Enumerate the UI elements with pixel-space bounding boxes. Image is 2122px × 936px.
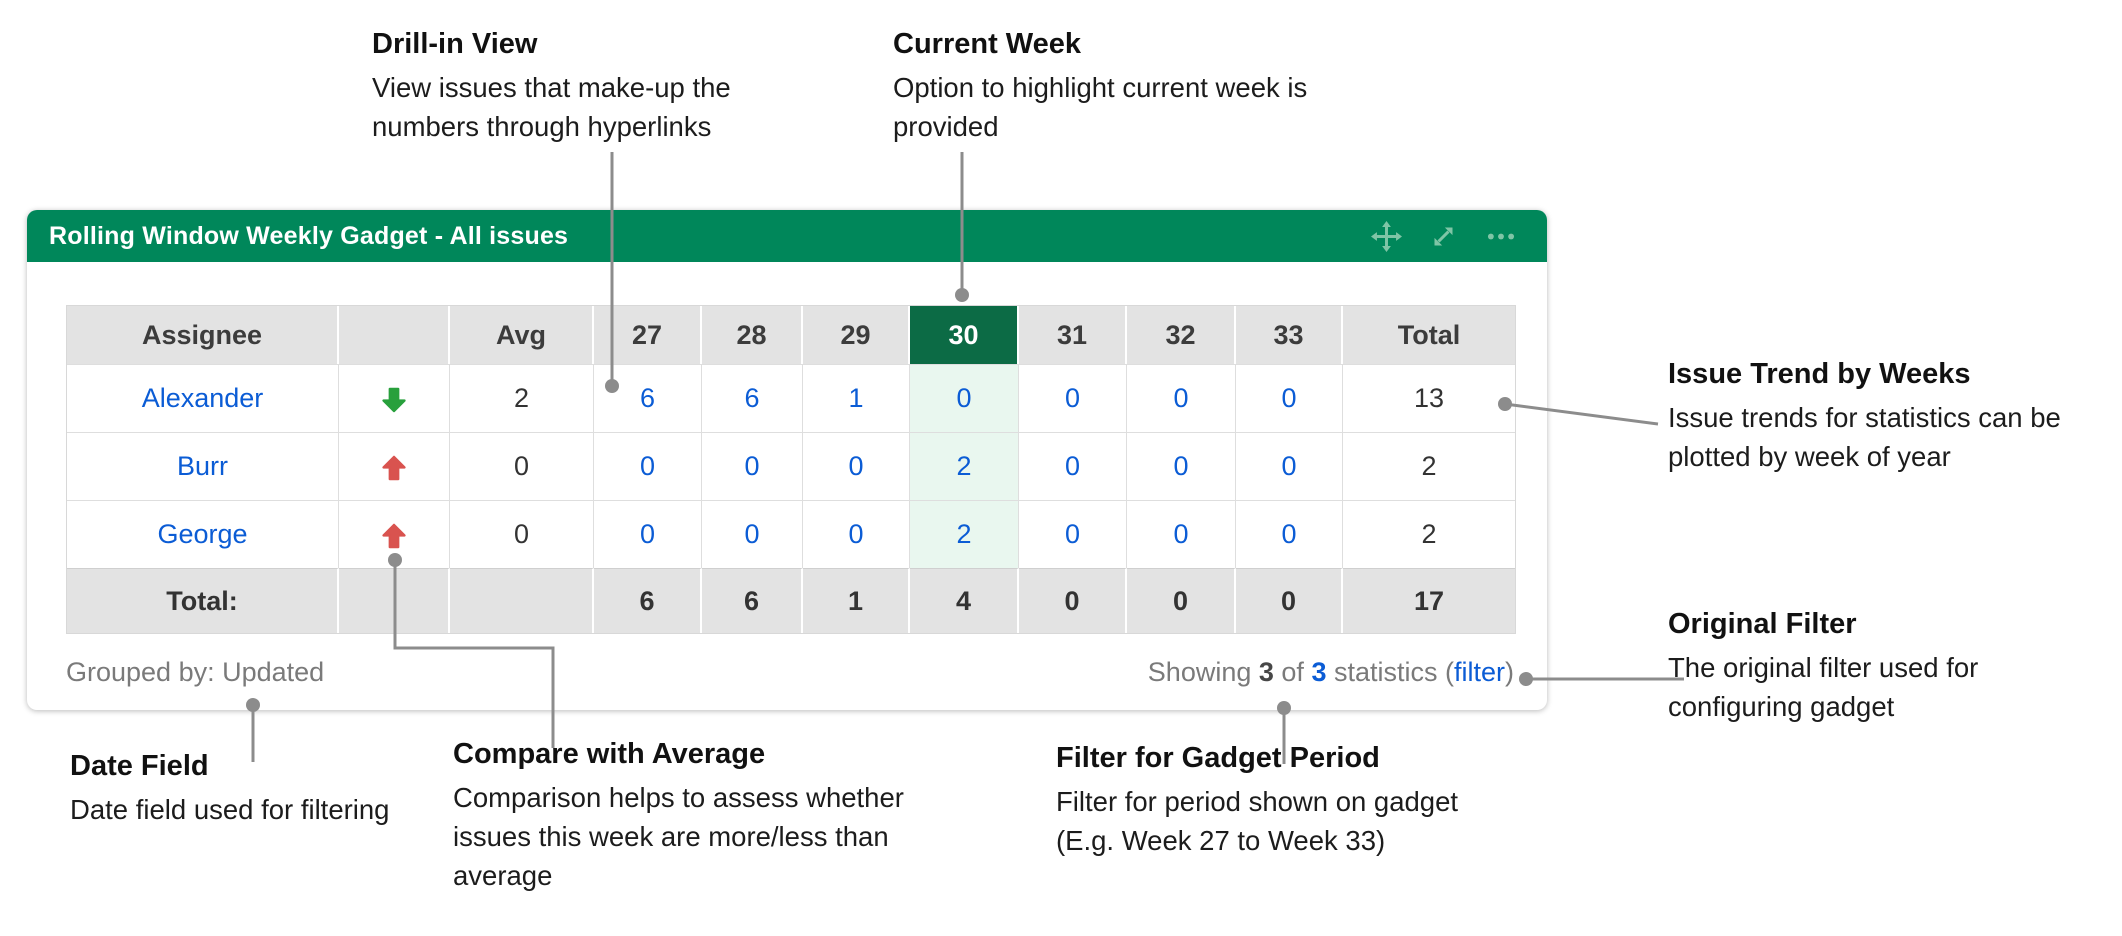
grand-total-value: 17 bbox=[1343, 568, 1515, 633]
total-week-value: 6 bbox=[702, 568, 803, 633]
table-row: Alexander 2 6 6 1 0 0 0 0 13 bbox=[67, 364, 1515, 432]
trend-up-icon bbox=[382, 455, 406, 481]
assignee-link[interactable]: Burr bbox=[176, 451, 228, 481]
col-header-current-week: 30 bbox=[910, 306, 1019, 364]
gadget-title: Rolling Window Weekly Gadget - All issue… bbox=[49, 221, 569, 250]
col-header-week-27: 27 bbox=[594, 306, 702, 364]
col-header-assignee: Assignee bbox=[67, 306, 339, 364]
annotation-original-filter: Original Filter The original filter used… bbox=[1668, 608, 2078, 726]
issue-count-link[interactable]: 2 bbox=[956, 519, 972, 549]
filter-link[interactable]: filter bbox=[1453, 657, 1505, 687]
annotation-current-week: Current Week Option to highlight current… bbox=[893, 28, 1328, 146]
annotation-body: Option to highlight current week is prov… bbox=[893, 72, 1308, 143]
trend-down-icon bbox=[382, 387, 406, 413]
annotation-title: Drill-in View bbox=[372, 28, 538, 60]
total-week-value: 0 bbox=[1127, 568, 1236, 633]
annotation-body: View issues that make-up the numbers thr… bbox=[372, 72, 731, 143]
trend-up-icon bbox=[382, 523, 406, 549]
issue-count-link[interactable]: 0 bbox=[1173, 519, 1189, 549]
issue-count-link[interactable]: 1 bbox=[848, 383, 864, 413]
col-header-week-32: 32 bbox=[1127, 306, 1236, 364]
row-total-value: 13 bbox=[1343, 364, 1515, 432]
annotation-filter-for-gadget-period: Filter for Gadget Period Filter for peri… bbox=[1056, 742, 1516, 860]
annotation-drill-in-view: Drill-in View View issues that make-up t… bbox=[372, 28, 792, 146]
table-total-row: Total: 6 6 1 4 0 0 0 17 bbox=[67, 568, 1515, 633]
issue-count-link[interactable]: 0 bbox=[639, 519, 656, 549]
issue-count-link[interactable]: 0 bbox=[1281, 383, 1297, 413]
issue-count-link[interactable]: 6 bbox=[744, 383, 760, 413]
col-header-total: Total bbox=[1343, 306, 1515, 364]
annotation-title: Current Week bbox=[893, 28, 1082, 60]
showing-suffix: statistics ( bbox=[1326, 657, 1454, 687]
issue-count-link[interactable]: 6 bbox=[639, 383, 656, 413]
total-week-value: 1 bbox=[803, 568, 910, 633]
issue-count-link[interactable]: 0 bbox=[1281, 519, 1297, 549]
expand-icon[interactable] bbox=[1430, 223, 1457, 250]
avg-value: 0 bbox=[450, 432, 594, 500]
annotation-title: Filter for Gadget Period bbox=[1056, 742, 1380, 774]
col-header-avg: Avg bbox=[450, 306, 594, 364]
assignee-link[interactable]: George bbox=[157, 519, 248, 549]
annotation-date-field: Date Field Date field used for filtering bbox=[70, 750, 550, 829]
issue-count-link[interactable]: 0 bbox=[1281, 451, 1297, 481]
table-row: Burr 0 0 0 0 2 0 0 0 2 bbox=[67, 432, 1515, 500]
total-row-label: Total: bbox=[67, 568, 339, 633]
issue-count-link[interactable]: 2 bbox=[956, 451, 972, 481]
gadget-header: Rolling Window Weekly Gadget - All issue… bbox=[27, 210, 1547, 262]
issue-count-link[interactable]: 0 bbox=[956, 383, 972, 413]
assignee-link[interactable]: Alexander bbox=[141, 383, 264, 413]
annotation-body: Comparison helps to assess whether issue… bbox=[453, 782, 904, 892]
col-header-week-33: 33 bbox=[1236, 306, 1343, 364]
issue-count-link[interactable]: 0 bbox=[1173, 451, 1189, 481]
issue-count-link[interactable]: 0 bbox=[744, 519, 760, 549]
total-week-value: 0 bbox=[1236, 568, 1343, 633]
grouped-by-label: Grouped by: Updated bbox=[66, 657, 325, 687]
row-total-value: 2 bbox=[1343, 500, 1515, 568]
showing-total: 3 bbox=[1311, 657, 1327, 687]
issue-count-link[interactable]: 0 bbox=[1173, 383, 1189, 413]
weekly-stats-table: Assignee Avg 27 28 29 30 31 32 33 Total … bbox=[66, 305, 1516, 634]
showing-count: 3 bbox=[1258, 657, 1274, 687]
annotation-title: Original Filter bbox=[1668, 608, 1857, 640]
row-total-value: 2 bbox=[1343, 432, 1515, 500]
total-week-value: 6 bbox=[594, 568, 702, 633]
issue-count-link[interactable]: 0 bbox=[1064, 451, 1081, 481]
annotation-body: Issue trends for statistics can be plott… bbox=[1668, 402, 2061, 473]
col-header-week-29: 29 bbox=[803, 306, 910, 364]
annotation-compare-with-average: Compare with Average Comparison helps to… bbox=[453, 738, 933, 895]
move-icon[interactable] bbox=[1371, 220, 1402, 252]
table-row: George 0 0 0 0 2 0 0 0 2 bbox=[67, 500, 1515, 568]
annotation-issue-trend-by-weeks: Issue Trend by Weeks Issue trends for st… bbox=[1668, 358, 2122, 476]
issue-count-link[interactable]: 0 bbox=[744, 451, 760, 481]
gadget-footer: Grouped by: Updated Showing 3 of 3 stati… bbox=[66, 657, 1514, 688]
issue-count-link[interactable]: 0 bbox=[848, 519, 864, 549]
annotation-title: Date Field bbox=[70, 750, 209, 782]
annotation-title: Issue Trend by Weeks bbox=[1668, 358, 1971, 390]
total-week-value: 0 bbox=[1019, 568, 1127, 633]
issue-count-link[interactable]: 0 bbox=[848, 451, 864, 481]
avg-value: 2 bbox=[450, 364, 594, 432]
gadget-card: Rolling Window Weekly Gadget - All issue… bbox=[27, 210, 1547, 710]
col-header-week-31: 31 bbox=[1019, 306, 1127, 364]
table-header-row: Assignee Avg 27 28 29 30 31 32 33 Total bbox=[67, 306, 1515, 364]
more-icon[interactable] bbox=[1485, 223, 1517, 250]
issue-count-link[interactable]: 0 bbox=[1064, 519, 1081, 549]
col-header-trend bbox=[339, 306, 450, 364]
col-header-week-28: 28 bbox=[702, 306, 803, 364]
gadget-header-actions bbox=[1371, 220, 1517, 252]
total-week-value: 4 bbox=[910, 568, 1019, 633]
showing-close-paren: ) bbox=[1505, 657, 1514, 687]
showing-prefix: Showing bbox=[1147, 657, 1259, 687]
showing-statistics-label: Showing 3 of 3 statistics (filter) bbox=[1148, 657, 1514, 688]
annotation-title: Compare with Average bbox=[453, 738, 766, 770]
annotation-body: The original filter used for configuring… bbox=[1668, 652, 1979, 723]
showing-of: of bbox=[1273, 657, 1312, 687]
issue-count-link[interactable]: 0 bbox=[1064, 383, 1081, 413]
avg-value: 0 bbox=[450, 500, 594, 568]
annotation-body: Filter for period shown on gadget (E.g. … bbox=[1056, 786, 1459, 857]
issue-count-link[interactable]: 0 bbox=[639, 451, 656, 481]
annotation-body: Date field used for filtering bbox=[70, 794, 390, 825]
